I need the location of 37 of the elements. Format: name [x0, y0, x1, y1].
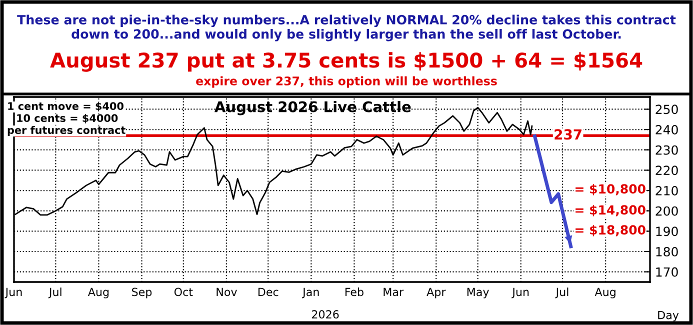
y-tick-label: 200: [656, 206, 678, 216]
annotation: = $14,800: [576, 204, 646, 216]
y-tick-label: 240: [656, 125, 678, 134]
x-tick-label: Sep: [132, 288, 152, 298]
x-tick-label: Aug: [88, 288, 109, 298]
annotation: 10 cents = $4000: [17, 114, 118, 124]
chart-title: August 2026 Live Cattle: [214, 100, 411, 116]
y-tick-label: 250: [656, 104, 678, 114]
y-tick-label: 210: [656, 186, 678, 196]
x-tick-label: Oct: [174, 288, 193, 296]
x-tick-label: Jan: [302, 288, 319, 298]
x-tick-label: Jun: [4, 288, 22, 298]
annotation: per futures contract: [8, 126, 126, 136]
x-tick-label: Nov: [216, 288, 237, 296]
x-tick-label: Jul: [48, 288, 62, 298]
chart-subtitle: These are not pie-in-the-sky numbers...A relatively NORMAL 20% decline takes this contract down to 200...and would only be slightly larger than the sell off last October.: [17, 14, 676, 42]
y-tick-label: 180: [656, 246, 678, 256]
annotation: = $18,800: [576, 224, 646, 236]
y-tick-label: 190: [656, 226, 678, 236]
x-tick-label: Dec: [258, 288, 278, 296]
ref-line-label: 237: [554, 129, 582, 140]
annotation: 1 cent move = $400: [8, 102, 124, 112]
x-tick-label: Jul: [555, 288, 568, 298]
annotation: = $10,800: [576, 184, 646, 196]
x-tick-label: Feb: [345, 288, 364, 296]
text: August 237 put at 3.75 cents is $1500 + 64 = $1564: [50, 52, 642, 72]
y-tick-label: 230: [656, 145, 678, 155]
y-tick-label: 220: [656, 166, 678, 176]
text: 2026: [312, 310, 339, 319]
x-tick-label: May: [467, 288, 489, 298]
x-tick-label: Apr: [426, 288, 446, 298]
y-tick-label: 170: [656, 267, 678, 277]
text: expire over 237, this option will be worthless: [196, 76, 497, 88]
x-tick-label: Jun: [512, 288, 529, 298]
x-axis-title: Day: [658, 310, 679, 322]
x-tick-label: Aug: [594, 288, 616, 298]
x-tick-label: Mar: [384, 288, 404, 296]
